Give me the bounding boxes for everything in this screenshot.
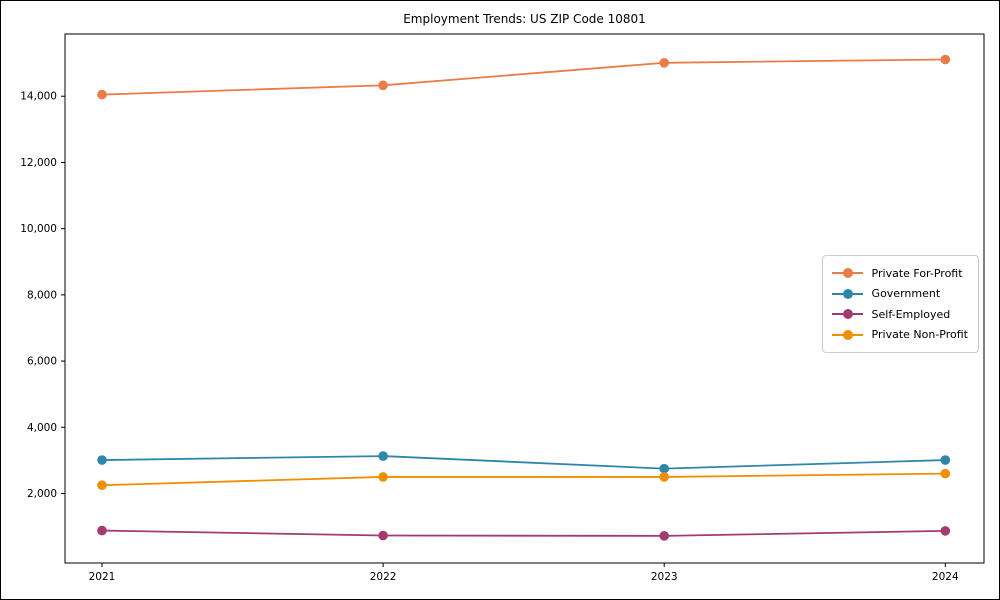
data-point-marker [378,472,388,482]
y-tick-label: 12,000 [20,157,57,169]
legend-label: Self-Employed [871,307,951,321]
data-point-marker [940,526,951,536]
data-point-marker [97,455,107,465]
legend-label: Private Non-Profit [871,328,968,342]
x-tick-label: 2023 [651,571,678,583]
data-point-marker [659,472,669,482]
x-tick-label: 2022 [370,571,397,583]
data-point-marker [659,531,669,541]
data-point-marker [659,463,669,474]
legend-item-private-non-profit: Private Non-Profit [831,325,968,345]
legend: Private For-Profit Government Self-Emplo… [821,255,979,353]
chart-title: Employment Trends: US ZIP Code 10801 [403,12,646,26]
y-tick-label: 6,000 [27,356,57,368]
y-tick-label: 2,000 [27,488,57,500]
data-point-marker [97,525,107,536]
legend-marker-icon [831,268,863,278]
y-tick-label: 8,000 [27,289,57,301]
legend-marker-icon [831,309,863,320]
series-line [101,58,946,96]
series-self-employed [97,525,951,541]
data-point-marker [97,480,107,491]
series-government [97,451,951,474]
data-point-marker [97,89,107,100]
legend-item-government: Government [831,284,968,304]
data-point-marker [378,80,388,91]
series-private-for-profit [97,54,951,100]
series-line [101,472,946,487]
legend-marker-icon [831,329,863,340]
data-point-marker [659,58,669,68]
data-point-marker [940,455,951,465]
series-private-non-profit [97,468,951,491]
data-point-marker [940,468,951,479]
series-line [101,455,946,470]
legend-marker-icon [831,288,863,299]
y-tick-label: 4,000 [27,422,57,434]
data-point-marker [940,54,951,65]
y-tick-label: 10,000 [20,223,57,235]
x-tick-label: 2024 [932,571,959,583]
legend-item-private-for-profit: Private For-Profit [831,263,968,283]
data-point-marker [378,451,388,461]
data-point-marker [378,530,388,541]
legend-label: Government [871,287,941,301]
legend-item-self-employed: Self-Employed [831,304,968,324]
y-tick-label: 14,000 [20,91,57,103]
x-tick-label: 2021 [89,571,116,583]
legend-label: Private For-Profit [871,266,963,280]
series-line [101,529,946,537]
